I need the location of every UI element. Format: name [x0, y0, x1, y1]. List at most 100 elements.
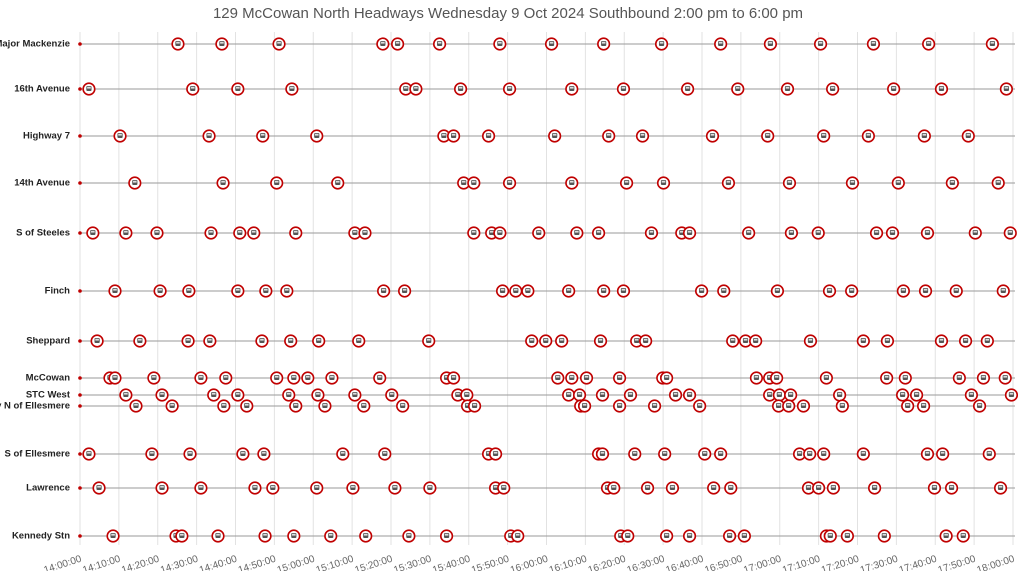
bus-window	[155, 230, 159, 233]
bus-marker	[961, 129, 975, 143]
bus-window	[236, 392, 240, 395]
bus-marker	[998, 371, 1012, 385]
station-label: Kennedy Stn	[12, 531, 70, 542]
bus-marker	[493, 37, 507, 51]
bus-marker	[129, 399, 143, 413]
bus-window	[220, 41, 224, 44]
bus-marker	[945, 176, 959, 190]
bus-marker	[155, 388, 169, 402]
bus-window	[621, 86, 626, 89]
bus-window	[735, 86, 740, 89]
bus-window	[601, 41, 606, 44]
bus-window	[606, 133, 611, 136]
bus-window	[890, 230, 895, 233]
bus-window	[199, 375, 203, 378]
bus-window	[187, 288, 191, 291]
bus-window	[925, 230, 930, 233]
bus-window	[1008, 230, 1013, 233]
bus-window	[786, 403, 791, 406]
station-label: Finch	[45, 286, 71, 297]
bus-marker	[207, 388, 221, 402]
bus-marker	[869, 226, 884, 240]
bus-window	[328, 533, 333, 536]
bus-window	[624, 180, 629, 183]
bus-window	[940, 451, 945, 454]
bus-marker	[999, 82, 1013, 96]
bus-marker	[388, 481, 402, 495]
bus-window	[260, 133, 265, 136]
bus-marker	[217, 399, 231, 413]
bus-marker	[555, 334, 569, 348]
bus-marker	[92, 481, 106, 495]
bus-marker	[231, 388, 245, 402]
bus-marker	[348, 388, 362, 402]
bus-marker	[106, 529, 120, 543]
bus-marker	[654, 37, 669, 51]
bus-marker	[183, 447, 197, 461]
bus-marker	[817, 129, 831, 143]
bus-window	[643, 338, 648, 341]
bus-marker	[544, 37, 559, 51]
bus-marker	[660, 529, 674, 543]
bus-window	[721, 288, 726, 291]
bus-marker	[270, 176, 284, 190]
bus-marker	[577, 399, 592, 413]
bus-window	[330, 375, 334, 378]
station-label: S of Steeles	[16, 228, 70, 239]
bus-marker	[532, 226, 546, 240]
bus-marker	[155, 481, 169, 495]
bus-window	[566, 288, 571, 291]
bus-window	[389, 392, 394, 395]
bus-window	[845, 533, 850, 536]
bus-window	[598, 338, 603, 341]
bus-marker	[616, 82, 631, 96]
bus-window	[236, 288, 240, 291]
bus-marker	[705, 129, 720, 143]
bus-marker	[623, 388, 638, 402]
bus-window	[850, 180, 855, 183]
bus-marker	[845, 176, 860, 190]
bus-window	[787, 180, 792, 183]
bus-window	[559, 338, 564, 341]
bus-window	[134, 403, 138, 406]
bus-marker	[968, 226, 982, 240]
bus-window	[507, 86, 512, 89]
bus-window	[501, 485, 506, 488]
bus-window	[998, 485, 1003, 488]
bus-window	[640, 133, 645, 136]
bus-window	[472, 230, 476, 233]
station-label: 14th Avenue	[14, 178, 70, 189]
bus-marker	[956, 529, 970, 543]
bus-window	[549, 41, 554, 44]
bus-marker	[934, 82, 949, 96]
bus-marker	[259, 284, 273, 298]
station-label: STC West	[26, 390, 71, 401]
line-start	[78, 231, 82, 235]
bus-window	[207, 133, 211, 136]
bus-window	[507, 180, 512, 183]
bus-window	[634, 338, 639, 341]
bus-marker	[909, 388, 924, 402]
bus-marker	[113, 129, 127, 143]
bus-marker	[612, 371, 627, 385]
bus-marker	[628, 447, 642, 461]
bus-window	[649, 230, 654, 233]
bus-window	[600, 392, 605, 395]
bus-window	[601, 288, 606, 291]
bus-window	[414, 86, 418, 89]
bus-marker	[572, 388, 587, 402]
bus-marker	[399, 82, 413, 96]
bus-marker	[811, 226, 825, 240]
bus-marker	[861, 129, 875, 143]
bus-window	[393, 485, 397, 488]
bus-marker	[565, 371, 579, 385]
bus-marker	[145, 447, 159, 461]
bus-window	[797, 451, 802, 454]
bus-window	[702, 451, 707, 454]
bus-marker	[597, 284, 611, 298]
bus-marker	[835, 399, 849, 413]
bus-marker	[896, 284, 910, 298]
bus-window	[816, 230, 821, 233]
bus-window	[493, 485, 498, 488]
bus-marker	[310, 481, 324, 495]
